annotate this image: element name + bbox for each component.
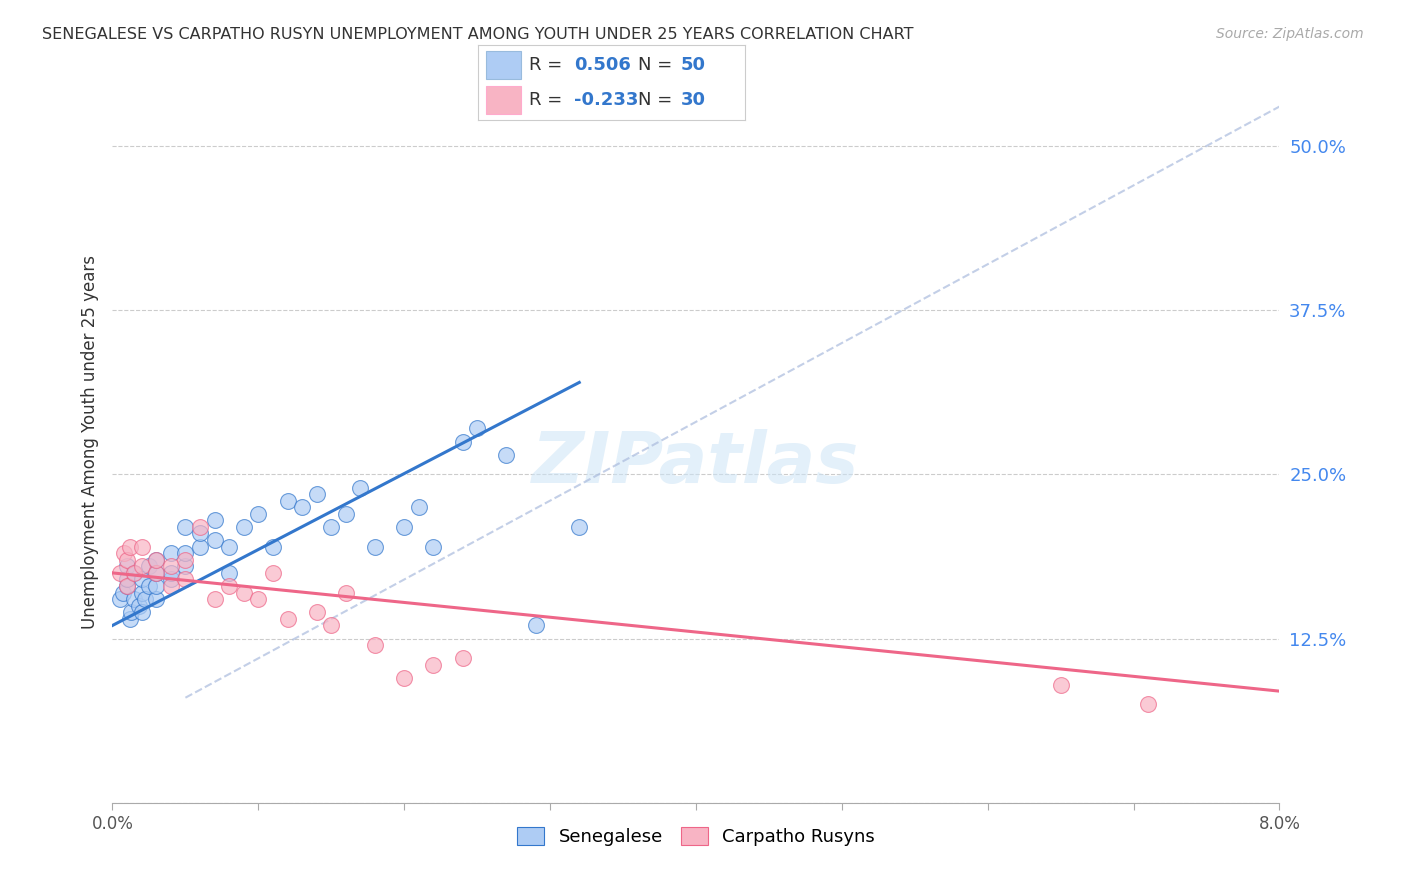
Point [145, 566, 167, 580]
Point [568, 520, 591, 534]
Text: 50: 50 [681, 56, 706, 74]
Point [115, 579, 138, 593]
Point [145, 553, 167, 567]
Text: ZIPatlas: ZIPatlas [533, 429, 859, 498]
Text: R =: R = [529, 56, 568, 74]
Point [111, 585, 134, 599]
Point [145, 566, 167, 580]
Point [218, 566, 240, 580]
Legend: Senegalese, Carpatho Rusyns: Senegalese, Carpatho Rusyns [508, 818, 884, 855]
Point [131, 573, 153, 587]
Point [364, 638, 387, 652]
Point [394, 671, 416, 685]
Point [131, 605, 153, 619]
Point [145, 579, 167, 593]
Point [174, 573, 197, 587]
Point [124, 592, 146, 607]
Point [174, 546, 197, 560]
Point [422, 540, 444, 554]
Point [1137, 698, 1160, 712]
Point [1049, 677, 1071, 691]
Point [112, 546, 135, 560]
Point [247, 592, 270, 607]
Text: 0.506: 0.506 [574, 56, 631, 74]
Point [115, 573, 138, 587]
Point [160, 566, 183, 580]
Point [232, 520, 254, 534]
Text: -0.233: -0.233 [574, 91, 638, 109]
Text: N =: N = [638, 91, 678, 109]
Point [218, 579, 240, 593]
Point [321, 520, 343, 534]
Point [115, 553, 138, 567]
Point [204, 513, 226, 527]
Point [108, 592, 131, 607]
Point [247, 507, 270, 521]
Point [335, 585, 357, 599]
Point [218, 540, 240, 554]
Point [305, 605, 328, 619]
Point [422, 657, 444, 672]
Text: SENEGALESE VS CARPATHO RUSYN UNEMPLOYMENT AMONG YOUTH UNDER 25 YEARS CORRELATION: SENEGALESE VS CARPATHO RUSYN UNEMPLOYMEN… [42, 27, 914, 42]
Point [305, 487, 328, 501]
Point [321, 618, 343, 632]
Point [451, 651, 474, 665]
Point [451, 434, 474, 449]
Y-axis label: Unemployment Among Youth under 25 years: Unemployment Among Youth under 25 years [80, 254, 98, 629]
Point [174, 520, 197, 534]
Point [115, 559, 138, 574]
Point [174, 559, 197, 574]
Point [232, 585, 254, 599]
Point [108, 566, 131, 580]
Point [120, 605, 142, 619]
Text: Source: ZipAtlas.com: Source: ZipAtlas.com [1216, 27, 1364, 41]
Point [124, 566, 146, 580]
Point [262, 566, 284, 580]
Point [276, 493, 298, 508]
Point [174, 553, 197, 567]
Point [134, 592, 156, 607]
Point [188, 526, 211, 541]
Text: R =: R = [529, 91, 568, 109]
Point [349, 481, 371, 495]
Point [160, 573, 183, 587]
Point [115, 579, 138, 593]
Point [408, 500, 430, 515]
Point [160, 579, 183, 593]
Point [204, 592, 226, 607]
Point [145, 553, 167, 567]
Point [145, 592, 167, 607]
Point [524, 618, 547, 632]
Point [262, 540, 284, 554]
Point [118, 612, 141, 626]
Point [124, 566, 146, 580]
Text: 30: 30 [681, 91, 706, 109]
Point [160, 559, 183, 574]
Point [204, 533, 226, 547]
Point [128, 599, 150, 613]
Point [131, 559, 153, 574]
Point [364, 540, 387, 554]
Point [138, 559, 160, 574]
Point [495, 448, 517, 462]
Bar [486, 87, 520, 114]
Point [118, 540, 141, 554]
Point [335, 507, 357, 521]
Point [138, 579, 160, 593]
Point [131, 540, 153, 554]
Point [160, 546, 183, 560]
Text: N =: N = [638, 56, 678, 74]
Point [465, 421, 488, 435]
Bar [486, 51, 520, 78]
Point [291, 500, 314, 515]
Point [188, 520, 211, 534]
Point [276, 612, 298, 626]
Point [188, 540, 211, 554]
Point [394, 520, 416, 534]
Point [131, 585, 153, 599]
